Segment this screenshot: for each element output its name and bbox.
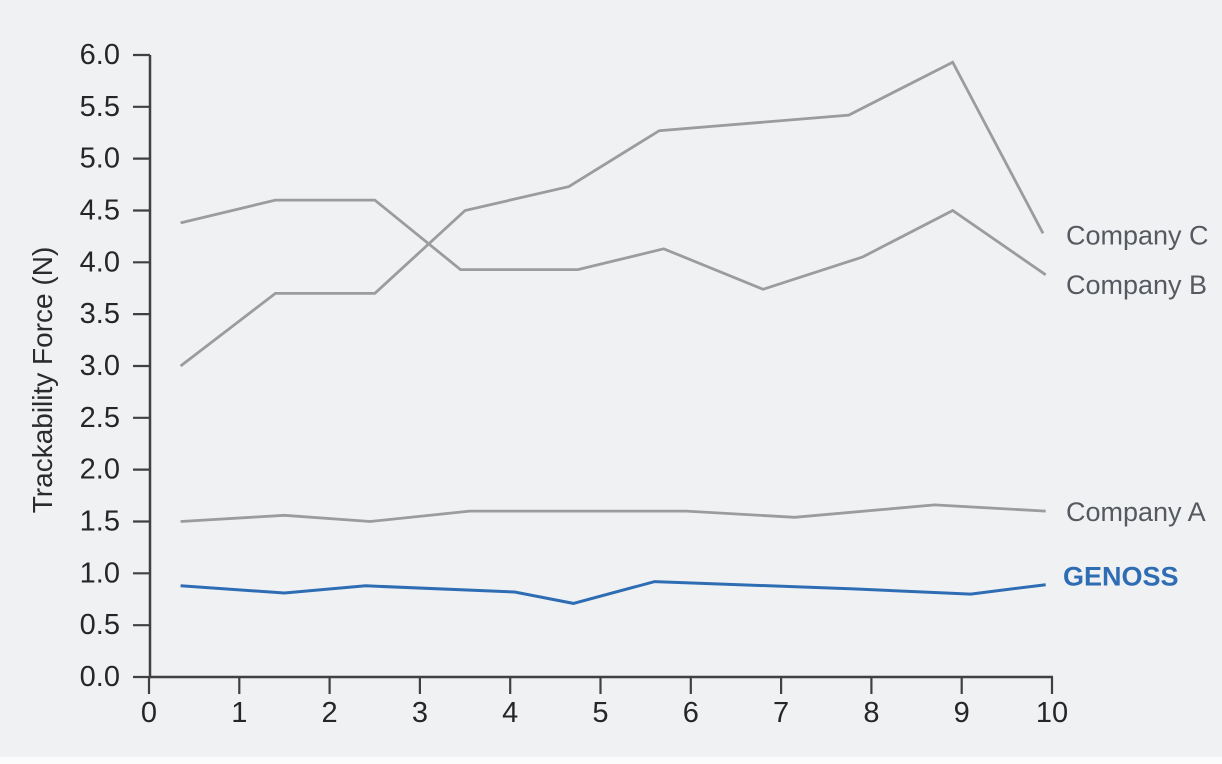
x-tick-label: 7: [773, 697, 789, 729]
y-tick-label: 6.0: [80, 39, 120, 71]
series-lines: [179, 60, 1047, 605]
y-tick-label: 2.5: [80, 402, 120, 434]
x-tick-label: 6: [683, 697, 699, 729]
x-tick-label: 3: [412, 697, 428, 729]
axes: [148, 54, 1053, 679]
x-axis-ticks: 0 1 2 3 4 5 6 7 8 9 10: [141, 677, 1068, 729]
series-end-label-company-b: Company B: [1066, 270, 1207, 300]
y-tick-label: 0.0: [80, 661, 120, 693]
x-tick-label: 1: [231, 697, 247, 729]
series-end-label-genoss: GENOSS: [1063, 562, 1179, 592]
y-axis-ticks: 0.0 0.5 1.0 1.5 2.0 2.5 3.0 3.5 4.0 4.5 5.0 5.5 6.0: [80, 39, 150, 693]
y-tick-label: 1.5: [80, 505, 120, 537]
y-tick-label: 2.0: [80, 454, 120, 486]
x-tick-label: 0: [141, 697, 157, 729]
x-tick-label: 4: [502, 697, 518, 729]
series-end-labels: Company C Company B Company A GENOSS: [1063, 220, 1209, 591]
x-tick-label: 5: [592, 697, 608, 729]
y-tick-label: 5.5: [80, 91, 120, 123]
y-tick-label: 5.0: [80, 143, 120, 175]
series-line-genoss: [180, 580, 1046, 605]
y-axis-title: Trackability Force (N): [27, 247, 58, 514]
x-tick-label: 9: [954, 697, 970, 729]
y-tick-label: 4.0: [80, 246, 120, 278]
series-line-company-b: [180, 198, 1047, 291]
x-tick-label: 8: [863, 697, 879, 729]
y-tick-label: 0.5: [80, 609, 120, 641]
series-end-label-company-a: Company A: [1066, 497, 1206, 527]
page-bottom-strip: [0, 757, 1222, 764]
y-tick-label: 1.0: [80, 557, 120, 589]
y-tick-label: 4.5: [80, 194, 120, 226]
series-line-company-a: [180, 503, 1046, 523]
y-tick-label: 3.5: [80, 298, 120, 330]
series-line-company-c: [179, 60, 1045, 368]
x-tick-label: 10: [1036, 697, 1068, 729]
series-end-label-company-c: Company C: [1066, 220, 1209, 250]
x-tick-label: 2: [322, 697, 338, 729]
y-tick-label: 3.0: [80, 350, 120, 382]
